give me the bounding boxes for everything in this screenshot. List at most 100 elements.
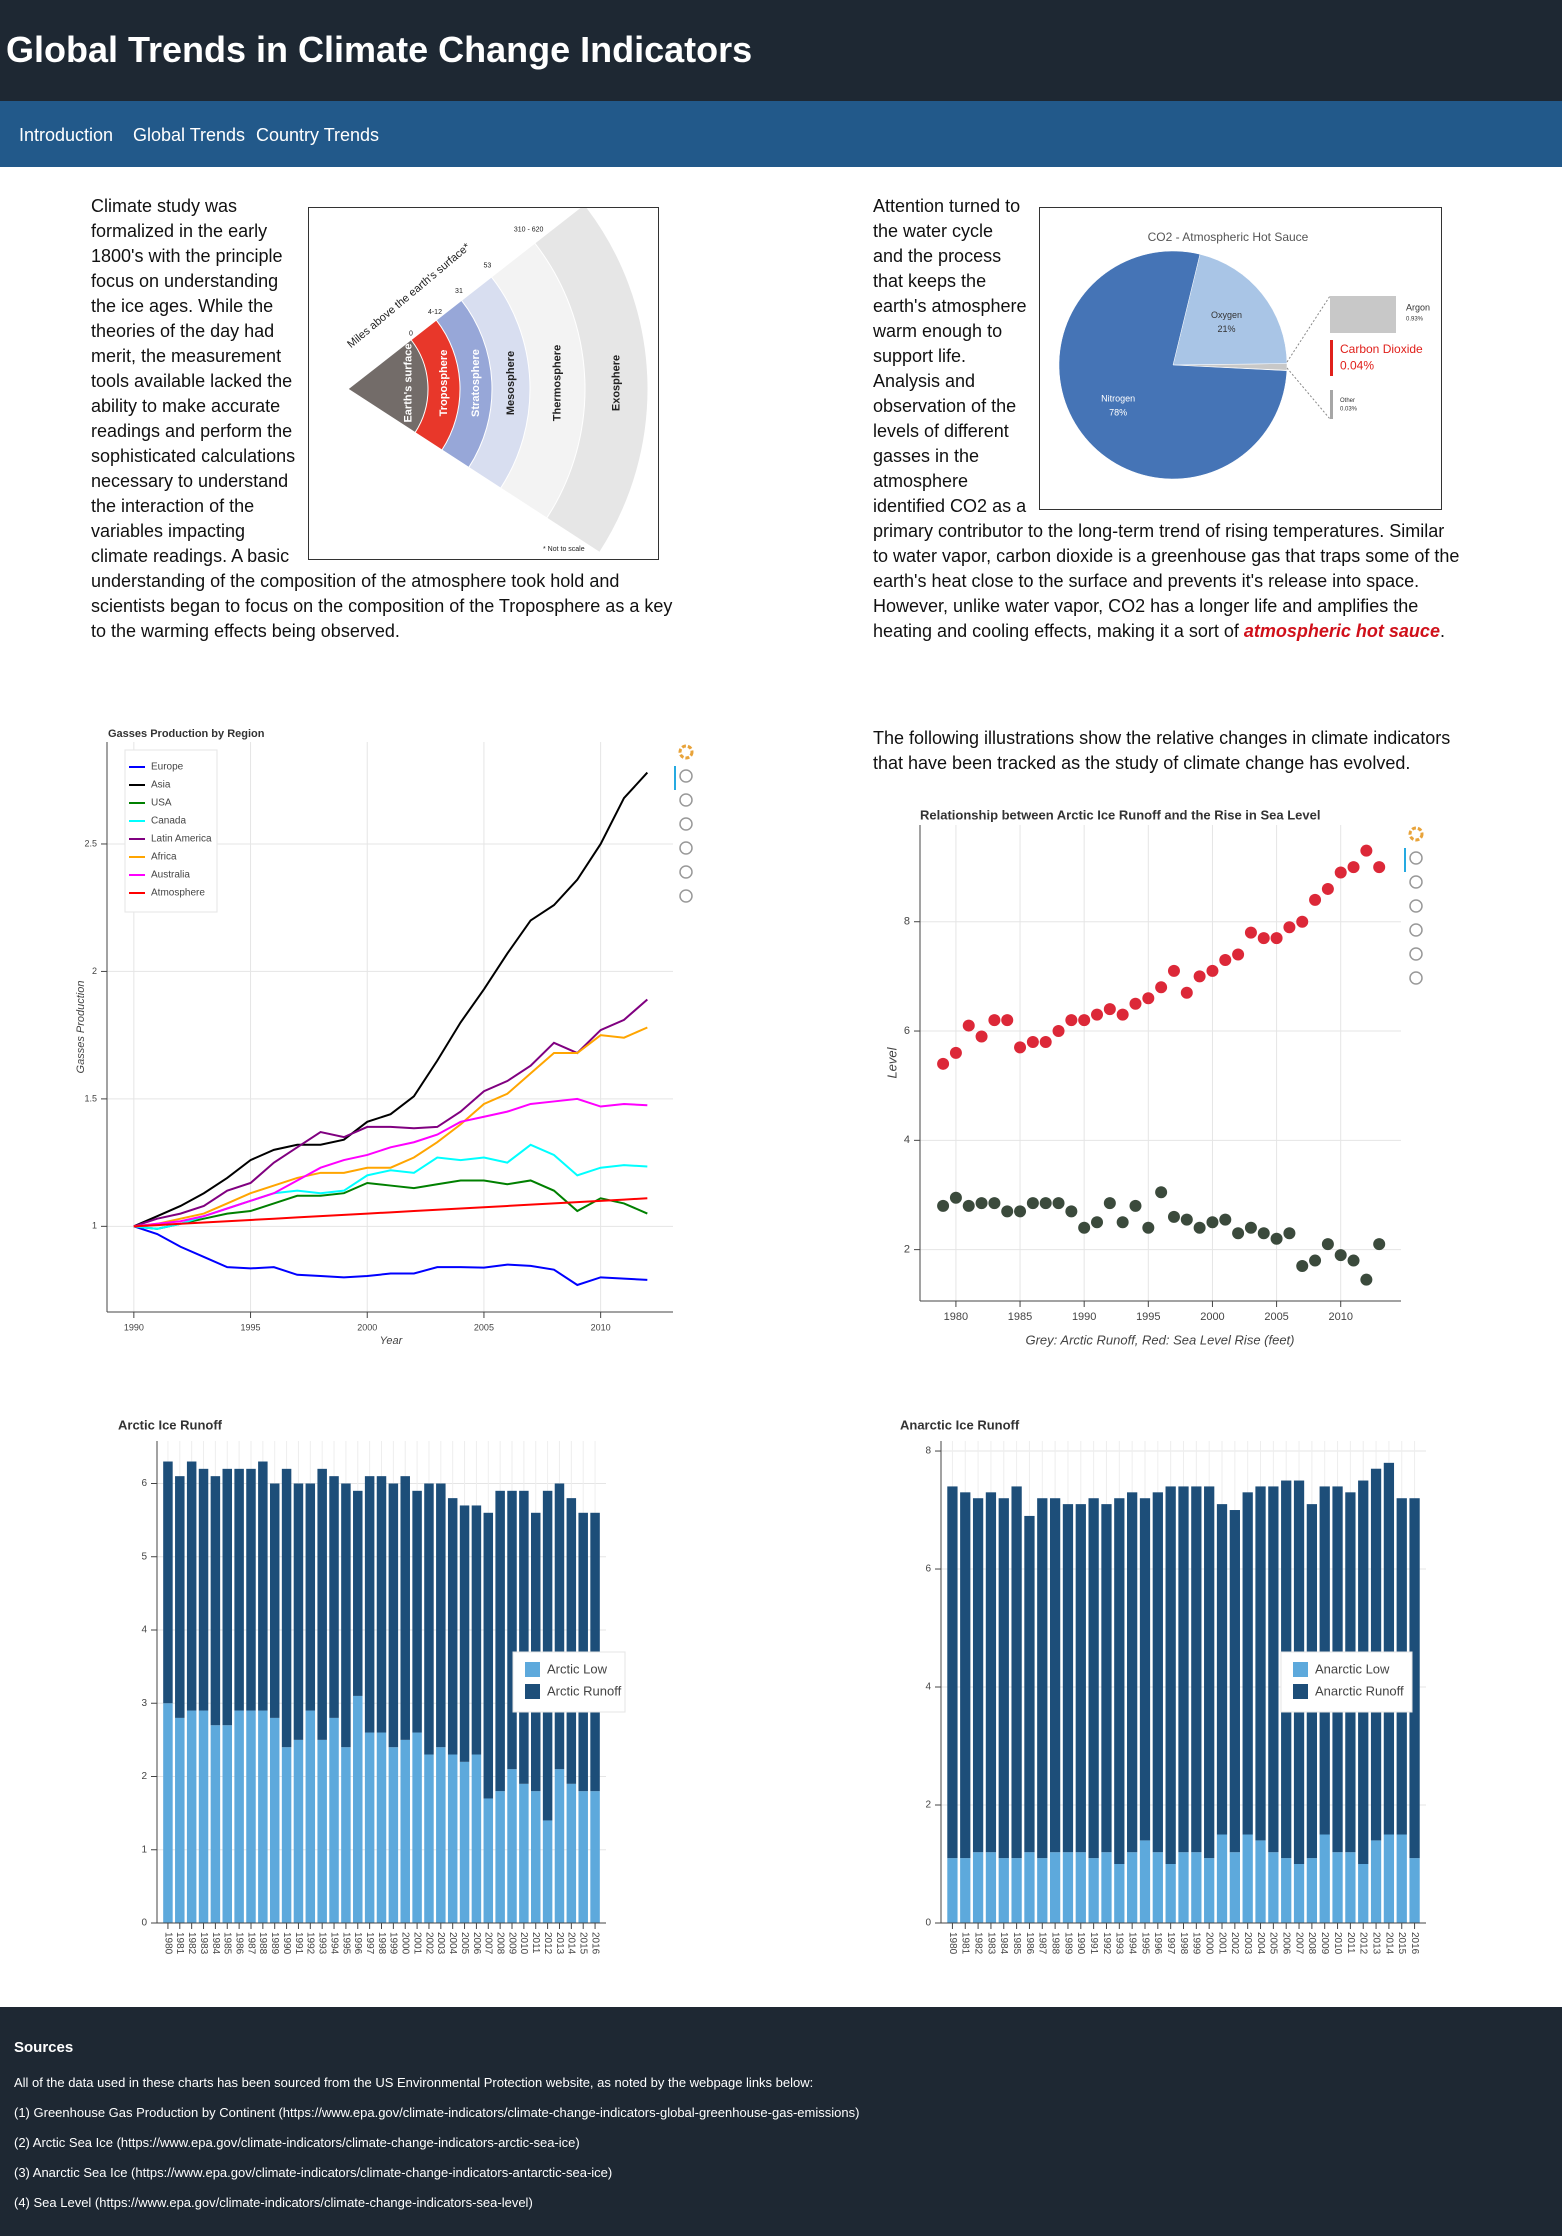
x-tick-label: 2002: [1229, 1932, 1240, 1955]
legend-label: Asia: [151, 780, 171, 791]
scatter-point: [1155, 1186, 1168, 1199]
line-series: [133, 771, 649, 1228]
x-tick-label: 2014: [566, 1932, 577, 1955]
scatter-point: [1142, 1221, 1155, 1234]
nav-link[interactable]: Country Trends: [256, 125, 380, 145]
sources-title: Sources: [14, 2039, 74, 2056]
legend-label: Africa: [151, 852, 177, 863]
bar-segment: [1396, 1498, 1407, 1835]
scatter-point: [1270, 1232, 1283, 1245]
x-tick-label: 1987: [245, 1932, 256, 1955]
bar-segment: [1139, 1498, 1151, 1841]
bar-segment: [353, 1490, 363, 1696]
nav-link[interactable]: Introduction: [19, 125, 114, 145]
bar-segment: [530, 1791, 541, 1923]
scatter-point: [1180, 986, 1193, 999]
scatter-point: [1309, 1254, 1322, 1267]
x-tick-label: 2016: [1409, 1932, 1420, 1955]
bar-segment: [1319, 1486, 1330, 1835]
toolbar-button: [1409, 851, 1423, 865]
paragraph: Attention turned to the water cycle and …: [873, 196, 1460, 641]
bar-segment: [447, 1754, 458, 1923]
bar-segment: [519, 1783, 529, 1923]
scatter-point: [1360, 844, 1373, 857]
x-tick-label: 1980: [162, 1932, 173, 1955]
bar-segment: [210, 1725, 221, 1923]
x-tick-label: 1995: [241, 1322, 261, 1332]
pie-figure: CO2 - Atmospheric Hot Sauce Nitrogen 78% Ox…: [1039, 207, 1442, 510]
x-tick-label: 2012: [542, 1932, 553, 1955]
x-tick-label: 1988: [257, 1932, 268, 1955]
bar-segment: [542, 1820, 553, 1923]
x-tick-label: 1986: [233, 1932, 244, 1955]
bar-segment: [175, 1476, 185, 1718]
bar-segment: [1306, 1504, 1318, 1859]
bar-segment: [424, 1483, 434, 1755]
bar-segment: [1281, 1858, 1292, 1923]
bar-segment: [388, 1483, 399, 1748]
bar-segment: [542, 1490, 553, 1821]
x-tick-label: 1980: [944, 1311, 968, 1323]
legend-label: Latin America: [151, 834, 212, 845]
legend-box: [512, 1651, 626, 1713]
y-axis-label: Gasses Production: [75, 981, 87, 1074]
scatter-point: [1334, 866, 1347, 879]
note: * Not to scale: [543, 546, 585, 553]
bar-segment: [281, 1747, 292, 1923]
bar-segment: [364, 1476, 375, 1733]
y-tick-label: 8: [925, 1446, 931, 1457]
bar-segment: [471, 1754, 482, 1923]
bar-segment: [341, 1483, 351, 1748]
x-tick-label: 2005: [1264, 1311, 1288, 1323]
bar-segment: [1383, 1462, 1395, 1835]
bar-segment: [1088, 1858, 1099, 1923]
breakdown-bar: [1330, 296, 1396, 333]
x-tick-label: 2010: [591, 1322, 611, 1332]
legend-swatch: [1293, 1684, 1308, 1699]
x-tick-label: 2005: [1268, 1932, 1279, 1955]
bar-segment: [960, 1858, 971, 1923]
bar-segment: [1268, 1486, 1279, 1853]
slice-value: 78%: [1109, 407, 1127, 417]
scatter-point: [1347, 1254, 1360, 1267]
line-series: [133, 1179, 648, 1230]
x-tick-label: 1985: [1008, 1311, 1032, 1323]
x-tick-label: 1984: [998, 1932, 1009, 1955]
x-tick-label: 2010: [1332, 1932, 1343, 1955]
bar-segment: [341, 1747, 351, 1923]
y-axis-label: Level: [884, 1046, 899, 1078]
scatter-point: [1347, 861, 1360, 874]
bar-segment: [1268, 1852, 1279, 1923]
bar-segment: [554, 1483, 565, 1770]
toolbar-button: [679, 817, 693, 831]
legend-label: Australia: [151, 870, 190, 881]
bar-segment: [1216, 1504, 1228, 1835]
y-tick-label: 6: [904, 1025, 910, 1037]
x-tick-label: 2001: [1216, 1932, 1227, 1955]
page-title: Global Trends in Climate Change Indicato…: [6, 29, 753, 70]
bar-segment: [1242, 1834, 1253, 1923]
scatter-point: [1116, 1216, 1129, 1229]
bar-segment: [436, 1747, 446, 1923]
legend-label: Arctic Runoff: [547, 1683, 622, 1698]
line-series: [133, 1097, 648, 1228]
scatter-point: [1167, 964, 1180, 977]
bar-segment: [400, 1476, 410, 1740]
y-tick-label: 1.5: [84, 1093, 97, 1103]
scatter-point: [1026, 1197, 1039, 1210]
nav-link[interactable]: Global Trends: [133, 125, 246, 145]
scatter-point: [1193, 1221, 1206, 1234]
x-tick-label: 1995: [340, 1932, 351, 1955]
y-tick-label: 8: [904, 916, 910, 928]
toolbar-button: [679, 865, 693, 879]
altitude-label: 53: [484, 263, 492, 270]
bar-segment: [1075, 1504, 1086, 1853]
scatter-point: [1373, 861, 1386, 874]
bar-segment: [972, 1498, 984, 1853]
header: Global Trends in Climate Change Indicato…: [0, 0, 1562, 101]
line-series: [133, 1026, 648, 1228]
bar-segment: [1139, 1840, 1151, 1923]
x-tick-label: 1990: [281, 1932, 292, 1955]
scatter-point: [988, 1197, 1001, 1210]
bar-segment: [353, 1695, 363, 1923]
